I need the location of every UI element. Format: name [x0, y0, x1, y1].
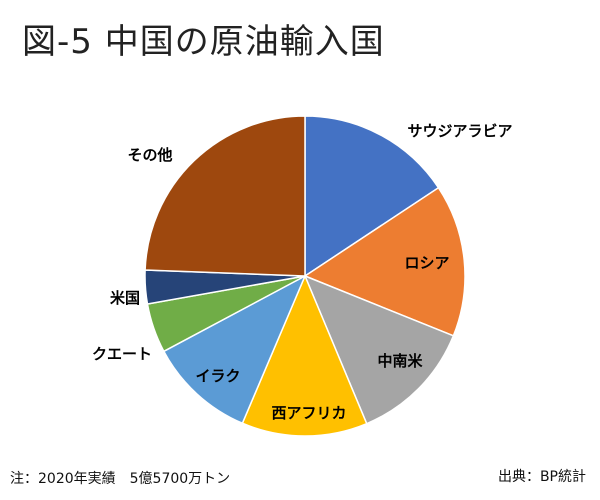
- slice-label: クエート: [92, 345, 152, 363]
- chart-title: 図-5 中国の原油輸入国: [22, 22, 385, 62]
- slice-label: 西アフリカ: [271, 404, 346, 422]
- pie-slice: [162, 274, 307, 425]
- pie-slices: [144, 115, 466, 437]
- slice-label: ロシア: [404, 254, 449, 272]
- slice-label: その他: [127, 146, 172, 164]
- slice-label: 中南米: [377, 352, 423, 370]
- pie-slice: [303, 186, 466, 337]
- source-note: 出典：BP統計: [497, 469, 586, 485]
- slice-label: 米国: [110, 289, 140, 307]
- slice-label: サウジアラビア: [407, 122, 512, 140]
- footnote: 注：2020年実績 5億5700万トン: [10, 471, 231, 487]
- slice-label: イラク: [195, 367, 240, 385]
- pie-slice: [241, 274, 368, 437]
- pie-slice: [304, 115, 440, 278]
- pie-slice: [303, 274, 455, 425]
- pie-slice: [144, 115, 306, 277]
